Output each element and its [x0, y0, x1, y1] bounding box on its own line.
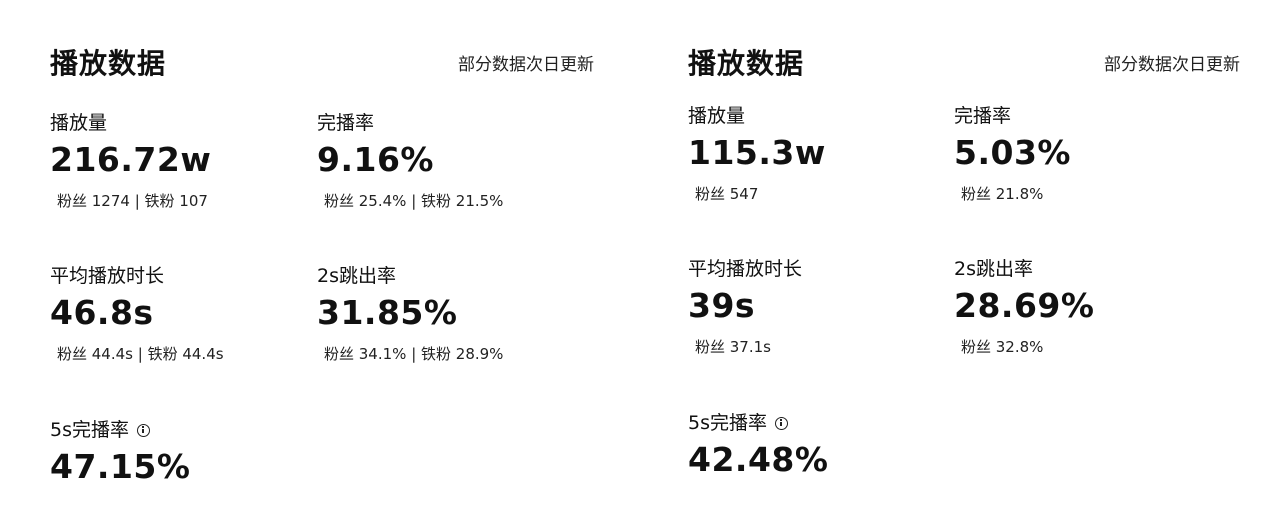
metric-value: 5.03% [954, 133, 1071, 172]
metric-breakdown: 粉丝 21.8% [961, 185, 1044, 203]
metric-breakdown: 粉丝 37.1s [695, 338, 771, 356]
metric-value: 42.48% [688, 440, 829, 479]
metric-5s-completion-rate: 5s完播率 42.48% [688, 410, 828, 480]
metric-plays: 播放量 115.3w 粉丝 547 [688, 103, 826, 205]
info-icon[interactable] [775, 416, 788, 430]
metric-completion-rate: 完播率 9.16% 粉丝 25.4% | 铁粉 21.5% [317, 110, 503, 212]
metric-label: 2s跳出率 [954, 258, 1033, 280]
metric-breakdown: 粉丝 34.1% | 铁粉 28.9% [324, 345, 504, 363]
update-note: 部分数据次日更新 [458, 55, 594, 75]
metric-plays: 播放量 216.72w 粉丝 1274 | 铁粉 107 [50, 110, 211, 212]
metric-label: 完播率 [954, 105, 1012, 127]
metric-label: 平均播放时长 [50, 265, 165, 287]
metric-value: 115.3w [688, 133, 826, 172]
metric-label: 播放量 [50, 112, 108, 134]
info-icon[interactable] [137, 423, 150, 437]
metric-label: 5s完播率 [688, 412, 767, 434]
metric-value: 9.16% [317, 140, 434, 179]
metric-breakdown: 粉丝 1274 | 铁粉 107 [57, 192, 208, 210]
metric-breakdown: 粉丝 32.8% [961, 338, 1044, 356]
update-note: 部分数据次日更新 [1104, 55, 1240, 75]
metric-label: 完播率 [317, 112, 375, 134]
metric-label: 播放量 [688, 105, 746, 127]
metric-2s-bounce-rate: 2s跳出率 28.69% 粉丝 32.8% [954, 256, 1094, 358]
metric-avg-duration: 平均播放时长 39s 粉丝 37.1s [688, 256, 802, 358]
metric-value: 46.8s [50, 293, 154, 332]
metric-breakdown: 粉丝 25.4% | 铁粉 21.5% [324, 192, 504, 210]
playback-data-panel-right: 播放数据 部分数据次日更新 播放量 115.3w 粉丝 547 完播率 5.03… [688, 0, 1280, 510]
playback-data-panel-left: 播放数据 部分数据次日更新 播放量 216.72w 粉丝 1274 | 铁粉 1… [50, 0, 650, 510]
metric-breakdown: 粉丝 44.4s | 铁粉 44.4s [57, 345, 224, 363]
metric-2s-bounce-rate: 2s跳出率 31.85% 粉丝 34.1% | 铁粉 28.9% [317, 263, 503, 365]
metric-avg-duration: 平均播放时长 46.8s 粉丝 44.4s | 铁粉 44.4s [50, 263, 224, 365]
panel-title: 播放数据 [50, 47, 167, 80]
metric-breakdown: 粉丝 547 [695, 185, 759, 203]
metric-completion-rate: 完播率 5.03% 粉丝 21.8% [954, 103, 1071, 205]
metric-label: 2s跳出率 [317, 265, 396, 287]
metric-value: 28.69% [954, 286, 1095, 325]
metric-value: 39s [688, 286, 756, 325]
metric-value: 216.72w [50, 140, 212, 179]
metric-label: 平均播放时长 [688, 258, 803, 280]
metric-label: 5s完播率 [50, 419, 129, 441]
metric-5s-completion-rate: 5s完播率 47.15% [50, 417, 190, 487]
metric-value: 47.15% [50, 447, 191, 486]
panel-title: 播放数据 [688, 47, 805, 80]
metric-value: 31.85% [317, 293, 458, 332]
